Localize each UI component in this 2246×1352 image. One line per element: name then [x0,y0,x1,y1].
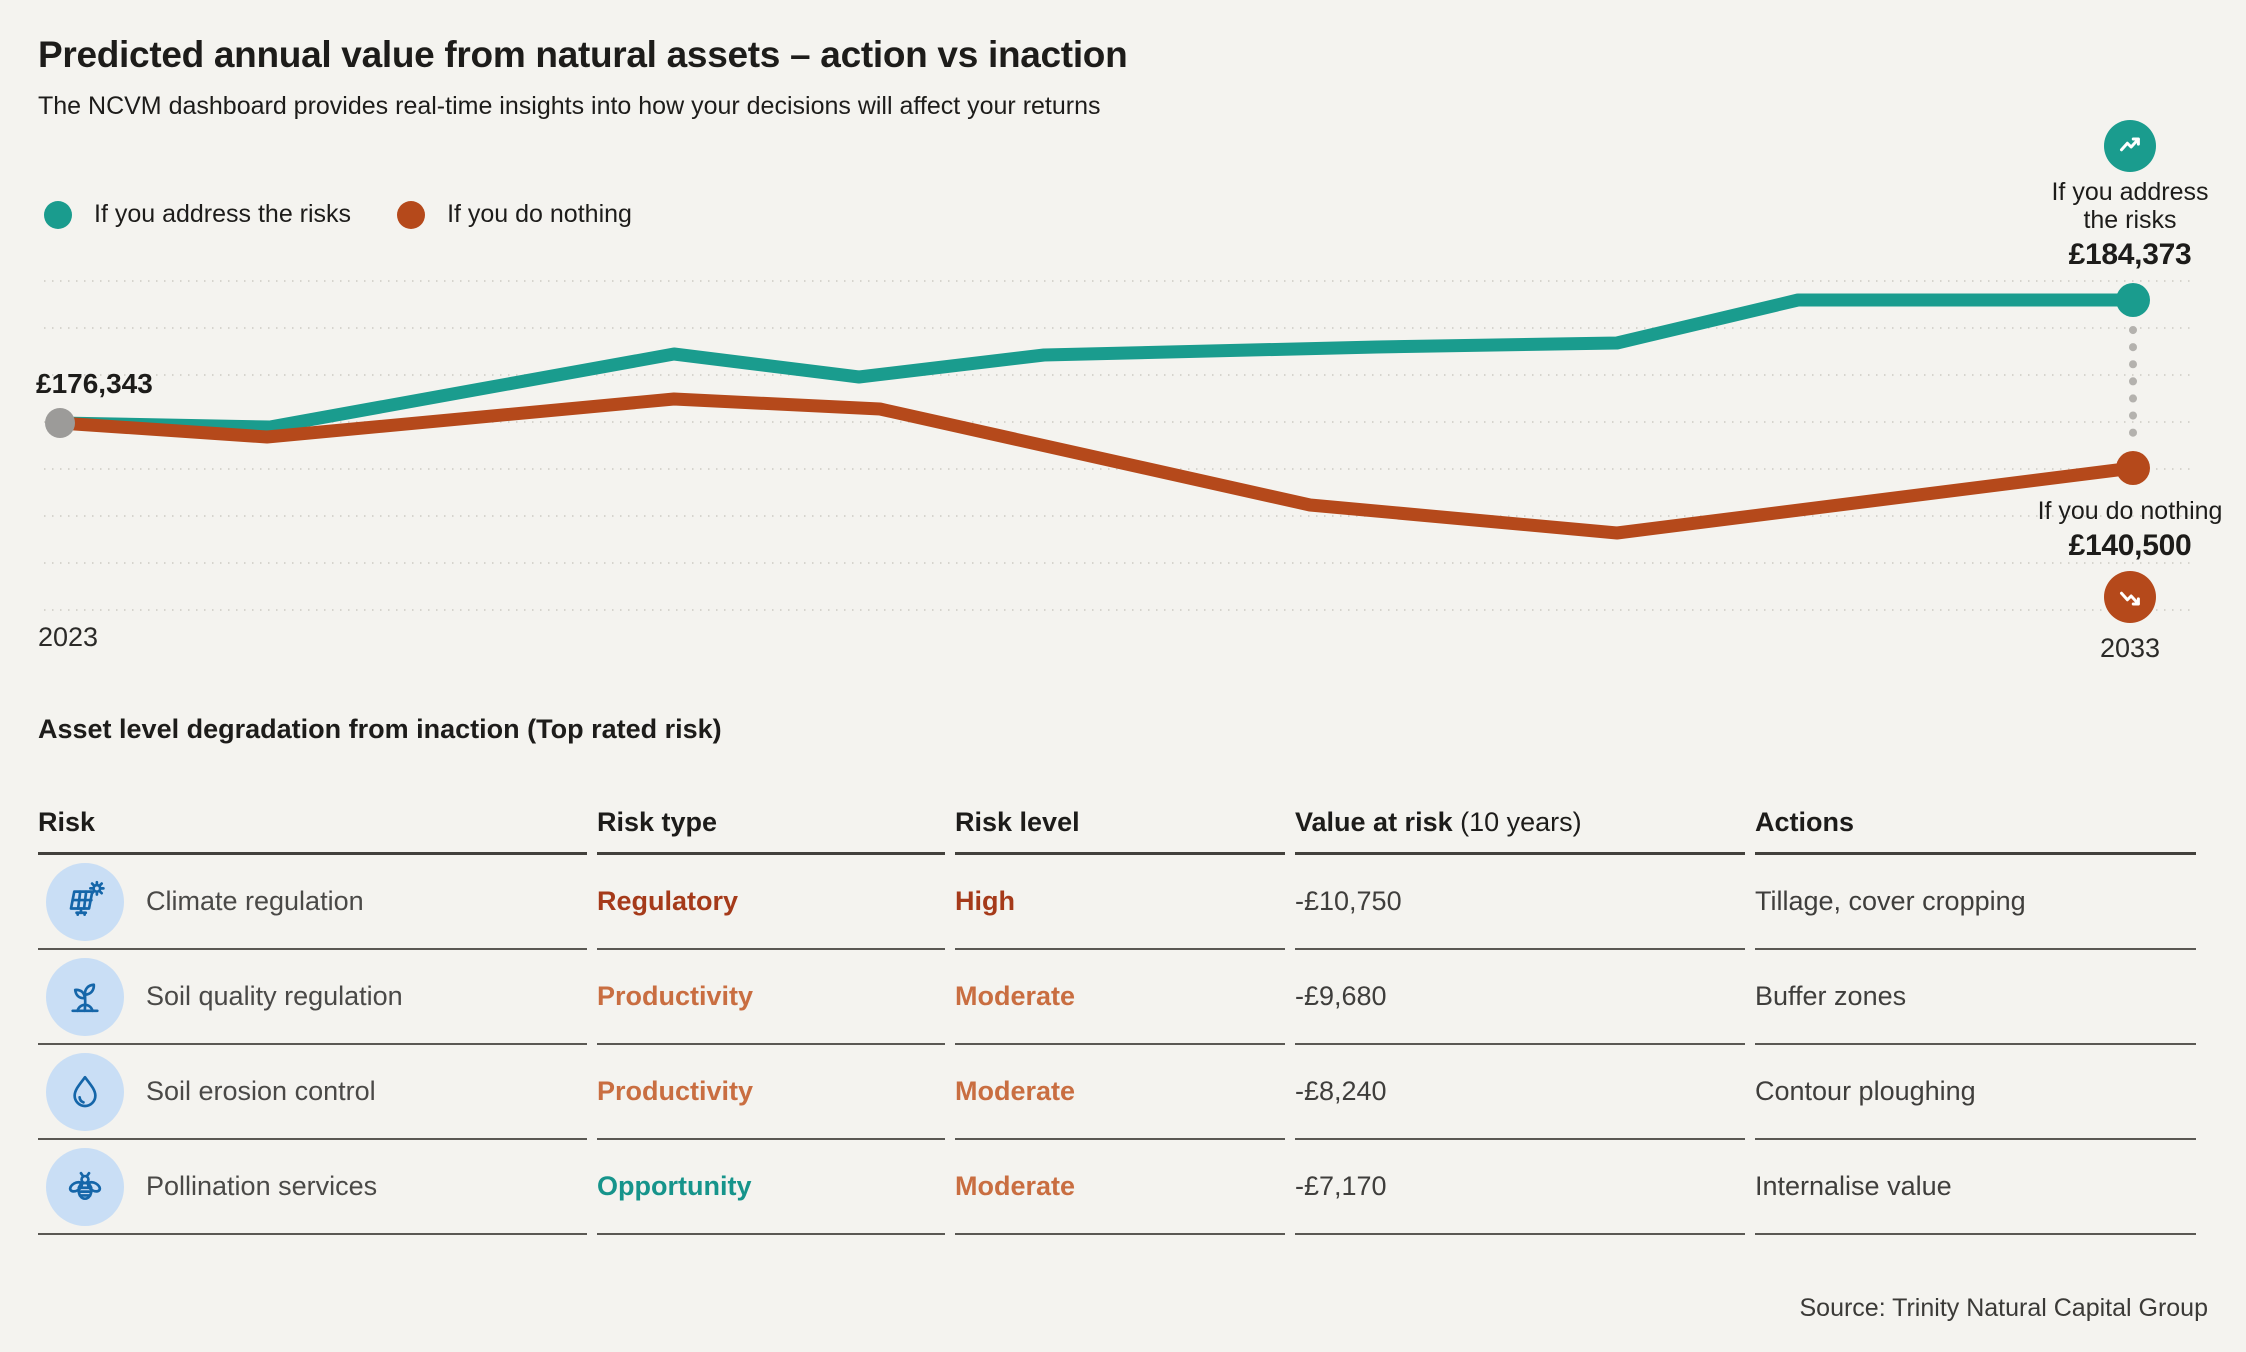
annotation-inaction-label: If you do nothing [2037,497,2223,525]
seedling-icon [46,957,124,1036]
annotation-action-value: £184,373 [2068,238,2192,271]
risk-name: Soil quality regulation [146,981,403,1011]
table-row-risk-type-cell: Productivity [597,950,945,1045]
legend-dot-inaction [397,200,426,229]
table-row-risk-level-cell: Moderate [955,950,1285,1045]
table-row-actions-cell: Tillage, cover cropping [1755,855,2196,950]
page-subtitle: The NCVM dashboard provides real-time in… [38,92,1101,120]
table-row-risk-type-cell: Regulatory [597,855,945,950]
table-row-risk-level-cell: Moderate [955,1045,1285,1140]
series-line-0 [53,293,2140,434]
solar-panel-icon [46,862,124,941]
table-row-risk-cell: Pollination services [38,1140,587,1235]
annotation-inaction-value: £140,500 [2068,529,2192,562]
table-row-risk-type-cell: Productivity [597,1045,945,1140]
legend-label-inaction: If you do nothing [447,200,632,228]
table-row-risk-level-cell: Moderate [955,1140,1285,1235]
annotation-action-label-line2: the risks [2083,206,2177,234]
annotation-action: If you address the risks £184,373 [2010,120,2246,272]
chart-legend: If you address the risks If you do nothi… [44,200,632,229]
table-row-value-cell: -£7,170 [1295,1140,1745,1235]
table-row-value-cell: -£9,680 [1295,950,1745,1045]
annotation-inaction: If you do nothing £140,500 2033 [2010,497,2246,664]
x-axis-end-label: 2033 [2099,633,2161,663]
column-header-actions: Actions [1755,795,2196,855]
column-header-risk-type: Risk type [597,795,945,855]
legend-item-inaction: If you do nothing [397,200,632,229]
legend-dot-action [44,200,72,229]
end-point-dot-0 [2116,283,2150,317]
water-drop-icon [46,1052,124,1131]
column-header-risk-level: Risk level [955,795,1285,855]
trend-up-icon [2104,120,2156,172]
table-row-actions-cell: Contour ploughing [1755,1045,2196,1140]
page-title: Predicted annual value from natural asse… [38,34,1128,75]
annotation-action-label-line1: If you address [2051,178,2209,206]
x-axis-start-label: 2023 [38,622,99,652]
table-row-risk-cell: Soil quality regulation [38,950,587,1045]
bee-icon [46,1147,124,1226]
line-chart [44,280,2190,611]
table-row-risk-level-cell: High [955,855,1285,950]
risk-table: Risk Risk type Risk level Value at risk … [38,795,2196,1235]
source-credit: Source: Trinity Natural Capital Group [1799,1294,2208,1322]
table-row-risk-cell: Climate regulation [38,855,587,950]
risk-name: Soil erosion control [146,1076,376,1106]
table-row-actions-cell: Internalise value [1755,1140,2196,1235]
table-row-risk-cell: Soil erosion control [38,1045,587,1140]
series-line-1 [53,392,2140,540]
table-section-heading: Asset level degradation from inaction (T… [38,714,722,744]
table-row-value-cell: -£8,240 [1295,1045,1745,1140]
chart-start-value: £176,343 [36,368,153,399]
trend-down-icon [2104,571,2156,623]
table-row-actions-cell: Buffer zones [1755,950,2196,1045]
column-header-risk: Risk [38,795,587,855]
start-point-dot [45,408,75,438]
legend-label-action: If you address the risks [94,200,352,228]
column-header-value-at-risk: Value at risk (10 years) [1295,795,1745,855]
legend-item-action: If you address the risks [44,200,351,229]
risk-name: Climate regulation [146,886,364,916]
table-row-risk-type-cell: Opportunity [597,1140,945,1235]
table-row-value-cell: -£10,750 [1295,855,1745,950]
end-point-dot-1 [2116,451,2150,485]
risk-name: Pollination services [146,1171,378,1201]
